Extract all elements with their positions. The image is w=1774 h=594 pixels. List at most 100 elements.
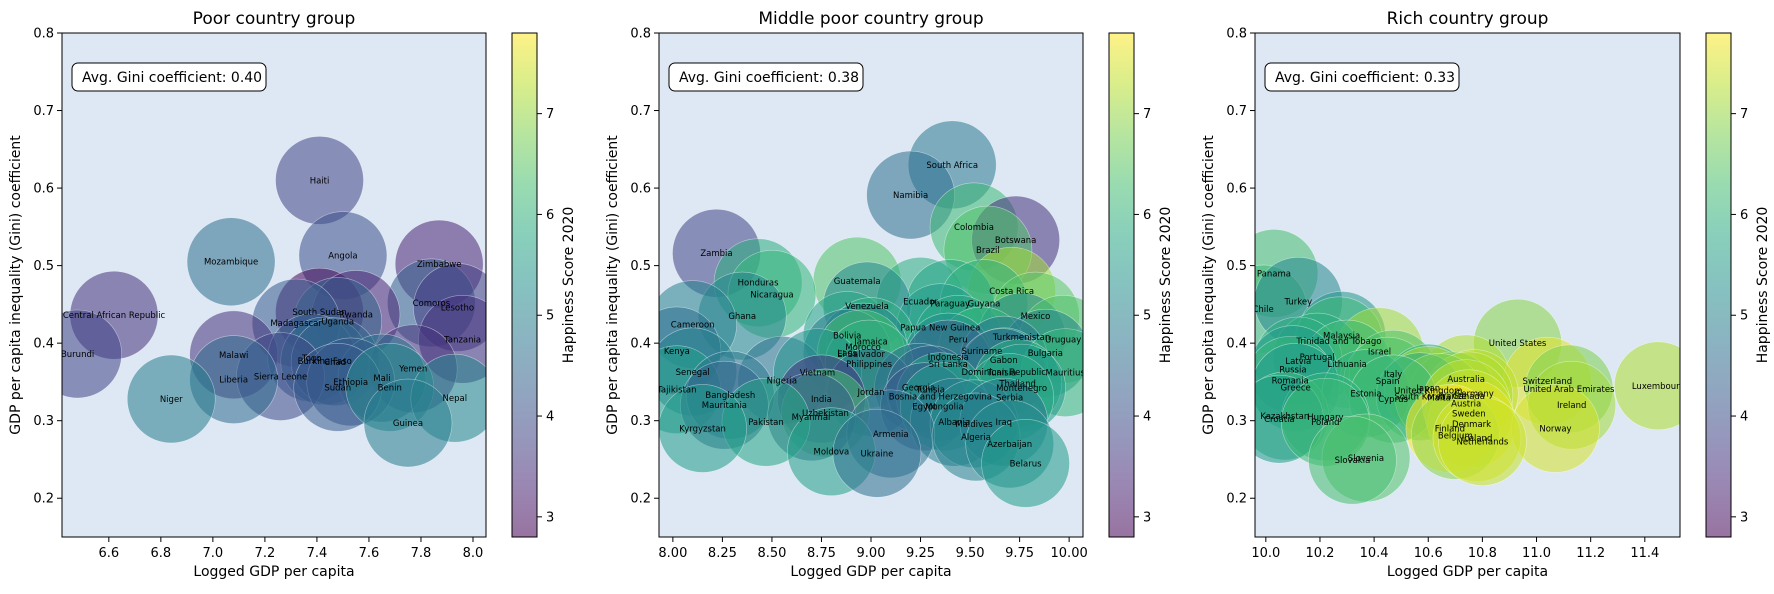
y-tick-label: 0.4	[1226, 337, 1247, 352]
bubble-label: Central African Republic	[63, 311, 166, 321]
bubble-label: Germany	[1455, 390, 1494, 400]
annotation-box	[1264, 62, 1460, 92]
bubble-label: Slovenia	[1348, 454, 1384, 464]
colorbar: 3 4 5 6 7 Happiness Score 2020	[1108, 32, 1174, 538]
chart-title: Rich country group	[1387, 9, 1549, 29]
bubble-label: Mexico	[1021, 312, 1051, 322]
colorbar-tick-label: 7	[1740, 107, 1748, 122]
colorbar-scale	[511, 32, 538, 538]
y-tick-label: 0.4	[33, 337, 54, 352]
bubble-label: Armenia	[873, 430, 909, 440]
colorbar-tick-label: 5	[546, 309, 554, 324]
bubble-label: Denmark	[1452, 420, 1491, 430]
bubble-label: Tunisia	[915, 386, 945, 396]
plot-frame	[1254, 32, 1681, 538]
bubble-label: Mali	[373, 374, 390, 384]
y-tick-label: 0.2	[1226, 492, 1247, 507]
colorbar-scale	[1108, 32, 1135, 538]
x-tick-label: 11.2	[1576, 546, 1605, 561]
y-tick-label: 0.2	[33, 492, 54, 507]
bubble-label: Portugal	[1300, 353, 1335, 363]
x-tick-label: 6.6	[98, 546, 119, 561]
bubble-label: Japan	[1415, 384, 1440, 394]
bubble-label: Estonia	[1350, 390, 1381, 400]
bubble-label: Kazakhstan	[1260, 412, 1309, 422]
colorbar-tick-label: 6	[546, 208, 554, 223]
y-tick-label: 0.7	[33, 104, 54, 119]
x-tick-label: 11.4	[1630, 546, 1659, 561]
bubble-label: Georgia	[902, 383, 935, 393]
bubble-label: Yemen	[398, 365, 427, 375]
bubble-label: Bangladesh	[705, 391, 755, 401]
bubble-label: Moldova	[814, 448, 850, 458]
x-tick-label: 7.2	[255, 546, 276, 561]
chart-panel-1: Haiti Mozambique Angola Zimbabwe Central Afr…	[8, 9, 577, 580]
bubble-label: Suriname	[962, 347, 1003, 357]
bubble-label: Romania	[1272, 376, 1309, 386]
bubble-label: Austria	[1451, 400, 1481, 410]
bubble-label: Algeria	[961, 433, 991, 443]
bubble-label: Iceland	[1462, 434, 1493, 444]
bubble-label: Mauritania	[702, 401, 747, 411]
bubble-label: Mauritius	[1046, 369, 1086, 379]
x-tick-label: 10.6	[1414, 546, 1443, 561]
y-tick-label: 0.2	[630, 492, 651, 507]
bubble-label: Tajikistan	[656, 386, 696, 396]
bubble-label: Belgium	[1438, 431, 1473, 441]
y-tick-label: 0.3	[1226, 414, 1247, 429]
bubble-label: Spain	[1376, 377, 1400, 387]
y-tick-label: 0.6	[630, 182, 651, 197]
bubble-label: Niger	[160, 395, 183, 405]
bubble-label: Luxembourg	[1632, 382, 1685, 392]
bubble-label: Madagascar	[270, 319, 322, 329]
bubble-label: Liberia	[219, 376, 248, 386]
bubble-label: Australia	[1447, 375, 1485, 385]
bubble-label: Sierra Leone	[254, 372, 307, 382]
bubble-label: Tunisia	[986, 369, 1016, 379]
bubble-label: Turkmenistan	[992, 333, 1050, 343]
bubble-label: South Africa	[926, 161, 978, 171]
y-axis-label: GDP per capita inequality (Gini) coeffic…	[605, 135, 621, 435]
bubble	[832, 408, 922, 498]
y-tick-label: 0.3	[630, 414, 651, 429]
bubble	[1614, 341, 1680, 431]
bubble-label: Costa Rica	[989, 287, 1034, 297]
bubble-label: Zimbabwe	[417, 260, 462, 270]
bubble-label: Russia	[1279, 366, 1306, 376]
x-tick-label: 11.0	[1522, 546, 1551, 561]
bubble-label: Tanzania	[443, 335, 481, 345]
x-tick-label: 10.8	[1468, 546, 1497, 561]
bubble-label: Trinidad and Tobago	[1295, 337, 1381, 347]
x-tick-label: 9.25	[906, 546, 935, 561]
bubble-label: Togo	[301, 354, 322, 364]
bubble	[62, 309, 122, 399]
y-tick-label: 0.5	[1226, 259, 1247, 274]
colorbar-tick-label: 4	[1740, 410, 1748, 425]
chart-title: Poor country group	[193, 9, 356, 29]
bubble-label: United Kingdom	[1394, 386, 1462, 396]
bubble-label: Indonesia	[928, 353, 969, 363]
bubble-label: Ethiopia	[333, 378, 368, 388]
bubble-label: Guatemala	[834, 277, 881, 287]
bubble-label: Malaysia	[1323, 331, 1360, 341]
x-tick-label: 6.8	[151, 546, 172, 561]
bubbles	[1255, 229, 1680, 505]
bubble-label: Poland	[1311, 418, 1339, 428]
annotation-box	[668, 62, 864, 92]
colorbar-tick-label: 7	[546, 107, 554, 122]
bubble-label: Chad	[324, 358, 346, 368]
bubble-label: Uganda	[321, 317, 354, 327]
bubble-label: Ireland	[1557, 401, 1586, 411]
bubble	[186, 217, 276, 307]
bubble-label: Zambia	[700, 249, 732, 259]
bubble-label: Burundi	[61, 350, 94, 360]
bubble-label: Senegal	[676, 368, 710, 378]
bubble-label: Namibia	[893, 191, 928, 201]
x-tick-label: 9.50	[956, 546, 985, 561]
y-tick-label: 0.3	[33, 414, 54, 429]
y-tick-label: 0.8	[1226, 27, 1247, 42]
bubble-label: Uzbekistan	[802, 409, 849, 419]
y-tick-label: 0.8	[33, 27, 54, 42]
bubble-labels: South Africa Namibia Colombia Zambia Botswan…	[656, 161, 1086, 470]
bubble-label: Egypt	[912, 403, 937, 413]
